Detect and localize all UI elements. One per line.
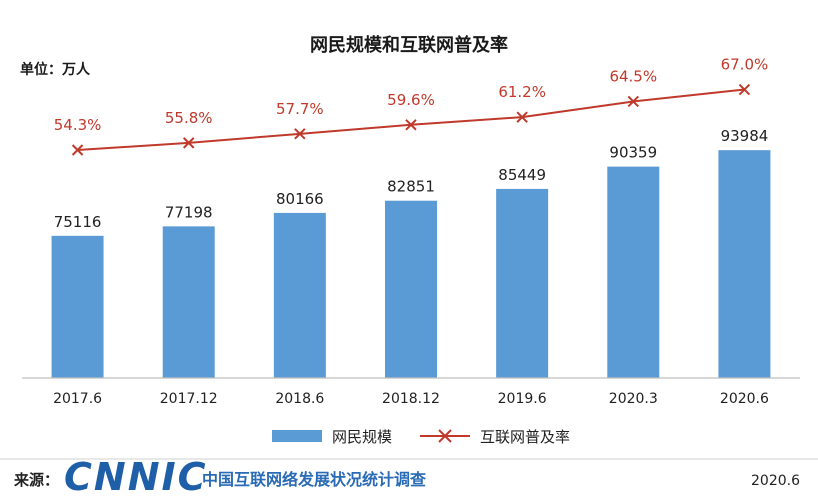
- rate-line-group: [71, 83, 751, 156]
- rate-point-marker: [294, 128, 306, 140]
- x-tick-label: 2017.6: [53, 391, 102, 407]
- bar-2018.12: [385, 200, 437, 378]
- footer-date: 2020.6: [751, 473, 800, 489]
- bar-value-label: 85449: [498, 166, 546, 184]
- rate-value-label: 64.5%: [609, 67, 657, 85]
- bar-value-label: 93984: [721, 127, 769, 145]
- bar-value-label: 82851: [387, 178, 435, 196]
- rate-labels-group: 54.3% 55.8% 57.7% 59.6% 61.2% 64.5% 67.0%: [54, 56, 769, 134]
- bars-group: [51, 150, 771, 378]
- cnnic-logo: CNNIC: [64, 455, 208, 499]
- rate-value-label: 57.7%: [276, 100, 324, 118]
- bar-value-label: 75116: [54, 213, 102, 231]
- bar-2017.12: [162, 226, 215, 378]
- bar-labels-group: 75116 77198 80166 82851 85449 90359 93984: [54, 127, 769, 231]
- bar-value-label: 77198: [165, 203, 213, 221]
- rate-point-marker: [71, 144, 84, 156]
- chart-title: 网民规模和互联网普及率: [310, 34, 508, 56]
- legend-bar-label: 网民规模: [332, 428, 392, 446]
- rate-point-marker: [738, 83, 751, 96]
- bar-2019.6: [496, 188, 549, 378]
- rate-point-marker: [516, 111, 528, 123]
- footer-org-name: 中国互联网络发展状况统计调查: [202, 470, 426, 489]
- legend-bar-swatch: [272, 430, 322, 442]
- rate-value-label: 61.2%: [498, 83, 546, 101]
- rate-point-marker: [183, 137, 195, 149]
- rate-value-label: 59.6%: [387, 91, 435, 109]
- bar-2018.6: [273, 212, 326, 378]
- rate-value-label: 54.3%: [54, 116, 102, 134]
- rate-point-marker: [627, 95, 639, 108]
- x-tick-label: 2020.6: [720, 391, 769, 407]
- rate-point-marker: [405, 119, 417, 131]
- legend-line-label: 互联网普及率: [480, 428, 570, 446]
- x-tick-label: 2019.6: [498, 391, 547, 407]
- legend: 网民规模 互联网普及率: [272, 428, 570, 446]
- bar-value-label: 80166: [276, 190, 324, 208]
- rate-value-label: 67.0%: [721, 56, 769, 74]
- bar-2020.3: [607, 166, 660, 378]
- footer-source-label: 来源：: [13, 471, 59, 489]
- x-tick-label: 2018.6: [275, 391, 324, 407]
- unit-label: 单位：万人: [20, 61, 91, 78]
- bar-2017.6: [51, 235, 104, 378]
- x-tick-label: 2017.12: [160, 391, 218, 407]
- rate-value-label: 55.8%: [165, 109, 213, 127]
- legend-x-marker-icon: [438, 429, 452, 443]
- x-tick-label: 2018.12: [382, 391, 440, 407]
- x-tick-label: 2020.3: [609, 391, 658, 407]
- bar-value-label: 90359: [609, 144, 657, 162]
- bar-2020.6: [718, 150, 771, 378]
- x-tick-labels: 2017.6 2017.12 2018.6 2018.12 2019.6 2020.3 20…: [53, 391, 769, 407]
